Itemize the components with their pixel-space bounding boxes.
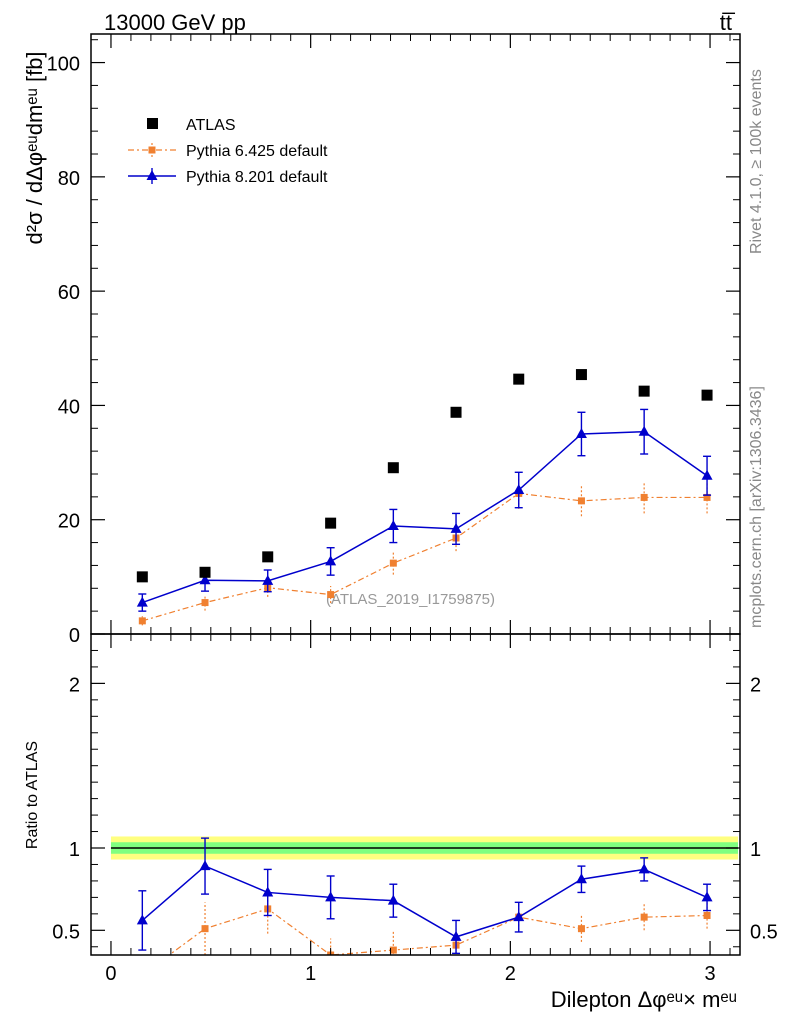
pythia8-point bbox=[450, 522, 462, 533]
energy-label: 13000 GeV pp bbox=[104, 10, 246, 35]
atlas-point bbox=[262, 551, 274, 563]
main-y-tick-label: 100 bbox=[47, 54, 80, 76]
ratio-pythia8-point bbox=[387, 894, 399, 905]
legend: ATLAS Pythia 6.425 default Pythia 8.201 … bbox=[128, 117, 328, 186]
rivet-version-label: Rivet 4.1.0, ≥ 100k events bbox=[748, 69, 765, 254]
atlas-point bbox=[513, 373, 525, 385]
legend-pythia8-label: Pythia 8.201 default bbox=[186, 169, 328, 186]
pythia6-point bbox=[138, 617, 146, 625]
main-y-tick-labels: 0 20 40 60 80 100 bbox=[47, 54, 80, 647]
pythia8-series-line bbox=[142, 430, 708, 604]
ratio-pythia8-point bbox=[325, 891, 337, 902]
main-watermark: (ATLAS_2019_I1759875) bbox=[326, 591, 495, 608]
pythia6-point bbox=[201, 599, 209, 607]
pythia8-point bbox=[575, 428, 587, 438]
atlas-point bbox=[387, 462, 399, 474]
ratio-pythia6-point bbox=[640, 913, 648, 921]
pythia8-point bbox=[136, 596, 148, 607]
main-data-marks bbox=[136, 369, 713, 626]
x-tick-labels: 0 1 2 3 bbox=[105, 963, 715, 985]
main-y-tick-label: 20 bbox=[58, 511, 80, 533]
pythia8-point bbox=[387, 520, 399, 530]
atlas-point bbox=[199, 566, 211, 578]
legend-pythia6-marker bbox=[148, 146, 156, 154]
pythia8-point bbox=[199, 574, 211, 585]
ratio-pythia6-point bbox=[389, 946, 397, 954]
ratio-axis-ticks bbox=[90, 634, 740, 955]
x-tick-label: 3 bbox=[704, 963, 715, 985]
mcplots-label: mcplots.cern.ch [arXiv:1306.3436] bbox=[748, 386, 765, 628]
ratio-pythia8-point bbox=[136, 914, 148, 925]
ratio-y-tick-label-right: 2 bbox=[750, 674, 761, 696]
pythia6-point bbox=[389, 559, 397, 567]
ratio-pythia8-line bbox=[141, 865, 708, 938]
main-y-axis-label: d²σ / dΔφᵉᵘdmᵉᵘ [fb] bbox=[22, 51, 47, 244]
pythia6-point bbox=[577, 497, 585, 505]
pythia6-series-line bbox=[142, 492, 708, 622]
ratio-data-marks bbox=[136, 837, 713, 978]
pythia8-point bbox=[325, 555, 337, 566]
ratio-pythia6-point bbox=[577, 925, 585, 933]
main-y-tick-label: 0 bbox=[69, 625, 80, 647]
ratio-pythia8-point bbox=[262, 886, 274, 897]
main-panel: 0 20 40 60 80 100 (ATLAS_2019_I1759875) d²σ /… bbox=[22, 33, 741, 647]
ratio-pythia6-point bbox=[703, 911, 711, 919]
atlas-point bbox=[325, 517, 337, 529]
legend-pythia8-marker bbox=[146, 170, 158, 180]
ratio-y-tick-label-right: 1 bbox=[750, 839, 761, 861]
ratio-y-axis-label: Ratio to ATLAS bbox=[24, 741, 41, 849]
ratio-panel: 0.5 0.5 1 1 2 2 0 1 2 3 Ratio to ATLAS Dilepton … bbox=[24, 633, 778, 1012]
atlas-point bbox=[450, 406, 462, 418]
pythia8-point bbox=[513, 484, 525, 494]
ratio-y-tick-label-right: 0.5 bbox=[750, 921, 778, 943]
pythia8-point bbox=[262, 574, 274, 585]
ratio-panel-frame bbox=[90, 633, 741, 956]
pythia8-point bbox=[701, 469, 713, 480]
process-label: tt̅ bbox=[720, 10, 736, 35]
pythia6-point bbox=[640, 493, 648, 501]
legend-atlas-marker bbox=[147, 118, 158, 129]
ratio-uncertainty-bands bbox=[110, 836, 739, 860]
ratio-pythia8-point bbox=[638, 863, 650, 874]
ratio-pythia8-point bbox=[199, 860, 211, 871]
main-y-tick-label: 40 bbox=[58, 396, 80, 418]
pythia6-point bbox=[327, 591, 335, 599]
legend-atlas-label: ATLAS bbox=[186, 117, 236, 134]
ratio-pythia8-point bbox=[575, 873, 587, 884]
x-tick-label: 0 bbox=[105, 963, 116, 985]
atlas-point bbox=[701, 389, 713, 401]
x-axis-label: Dilepton Δφᵉᵘ× mᵉᵘ bbox=[551, 987, 737, 1012]
atlas-point bbox=[575, 369, 587, 381]
legend-pythia6-label: Pythia 6.425 default bbox=[186, 143, 328, 160]
ratio-pythia8-point bbox=[701, 891, 713, 902]
ratio-y-tick-labels: 0.5 0.5 1 1 2 2 bbox=[52, 674, 778, 943]
ratio-y-tick-label: 2 bbox=[69, 674, 80, 696]
ratio-series-group bbox=[136, 837, 713, 978]
ratio-pythia6-point bbox=[139, 971, 146, 978]
atlas-point bbox=[136, 571, 148, 583]
ratio-pythia8-point bbox=[450, 930, 462, 941]
x-tick-label: 2 bbox=[505, 963, 516, 985]
ratio-pythia6-point bbox=[201, 925, 209, 933]
pythia6-point bbox=[703, 493, 711, 501]
atlas-point bbox=[638, 385, 650, 397]
main-axis-ticks bbox=[90, 34, 740, 635]
main-y-tick-label: 80 bbox=[58, 168, 80, 190]
pythia8-point bbox=[638, 425, 650, 436]
ratio-pythia8-point bbox=[513, 911, 525, 922]
ratio-y-tick-label: 0.5 bbox=[52, 921, 80, 943]
main-y-tick-label: 60 bbox=[58, 282, 80, 304]
ratio-y-tick-label: 1 bbox=[69, 839, 80, 861]
x-tick-label: 1 bbox=[305, 963, 316, 985]
